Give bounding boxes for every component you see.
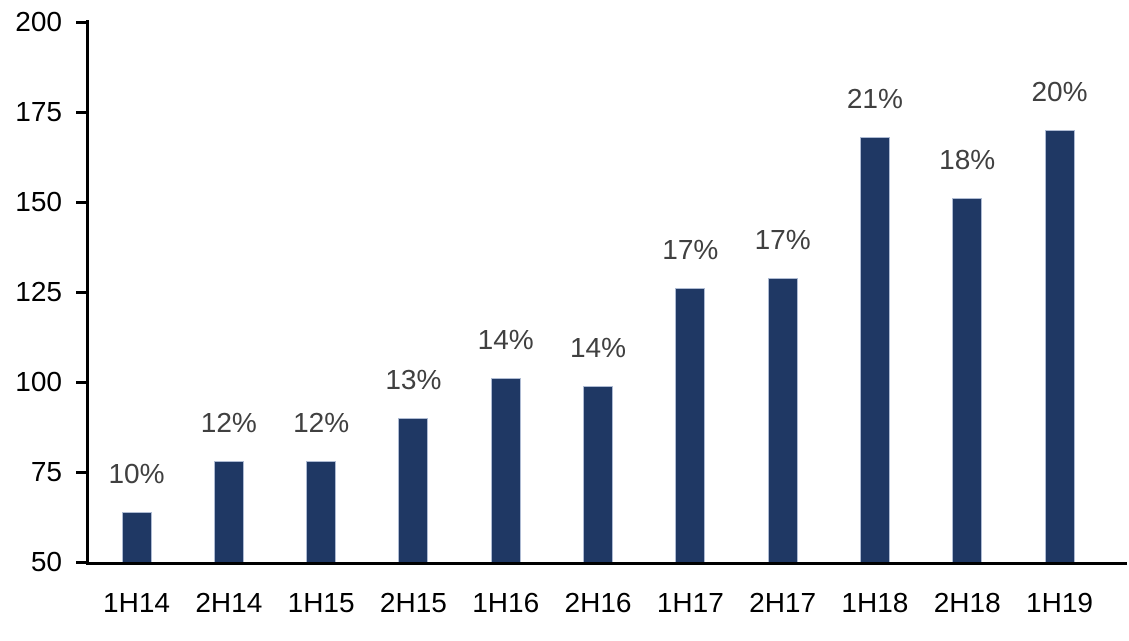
y-axis-tick: [76, 290, 86, 294]
y-axis-tick: [76, 560, 86, 564]
bar-value-label-2H15: 13%: [385, 364, 442, 395]
bar-value-label-1H14: 10%: [108, 457, 165, 489]
bar-value-label-2H16: 14%: [569, 331, 627, 363]
y-axis-line: [86, 20, 89, 565]
y-axis-tick-label: 125: [15, 276, 62, 307]
y-axis-tick-label: 50: [30, 546, 62, 577]
x-axis-label-2H17: 2H17: [749, 587, 817, 618]
bar-1H17: [675, 288, 706, 562]
bar-2H14: [213, 461, 244, 562]
bar-value-label-2H18: 18%: [939, 144, 996, 176]
bar-2H15: [398, 418, 429, 562]
x-axis-label-2H18: 2H18: [933, 587, 1001, 618]
y-axis-tick: [76, 110, 86, 114]
bar-value-label-1H17: 17%: [662, 234, 719, 266]
x-axis-label-1H18: 1H18: [841, 587, 909, 618]
x-axis-line: [86, 561, 1127, 565]
y-axis-tick-label: 150: [15, 186, 62, 217]
x-axis-label-1H16: 1H16: [472, 587, 540, 618]
bar-1H18: [859, 137, 890, 562]
bar-1H16: [490, 378, 521, 562]
bar-value-label-1H19: 20%: [1031, 76, 1088, 107]
bar-value-label-2H17: 17%: [754, 223, 811, 255]
x-axis-label-1H14: 1H14: [103, 587, 170, 618]
y-axis-tick: [76, 200, 86, 204]
bar-1H14: [121, 511, 152, 562]
y-axis-tick-label: 100: [15, 366, 62, 397]
y-axis-tick: [76, 20, 86, 24]
bar-value-label-2H14: 12%: [200, 407, 257, 439]
bar-value-label-1H18: 21%: [846, 83, 903, 115]
bar-value-label-1H16: 14%: [477, 324, 534, 356]
x-axis-label-1H15: 1H15: [287, 587, 355, 618]
x-axis-label-2H14: 2H14: [195, 587, 263, 618]
bar-2H18: [952, 198, 983, 562]
y-axis-tick-label: 175: [15, 96, 62, 127]
bar-value-label-1H15: 12%: [293, 407, 350, 439]
x-axis-label-2H15: 2H15: [379, 587, 447, 618]
x-axis-label-2H16: 2H16: [564, 587, 632, 618]
y-axis-tick: [76, 380, 86, 384]
y-axis-tick: [76, 470, 86, 474]
bar-1H19: [1044, 130, 1075, 562]
x-axis-label-1H19: 1H19: [1026, 587, 1093, 618]
x-axis-label-1H17: 1H17: [656, 587, 724, 618]
bar-2H16: [583, 385, 613, 562]
bar-2H17: [767, 277, 798, 562]
bar-1H15: [306, 461, 337, 562]
y-axis-tick-label: 75: [30, 456, 62, 487]
y-axis-tick-label: 200: [15, 6, 62, 37]
